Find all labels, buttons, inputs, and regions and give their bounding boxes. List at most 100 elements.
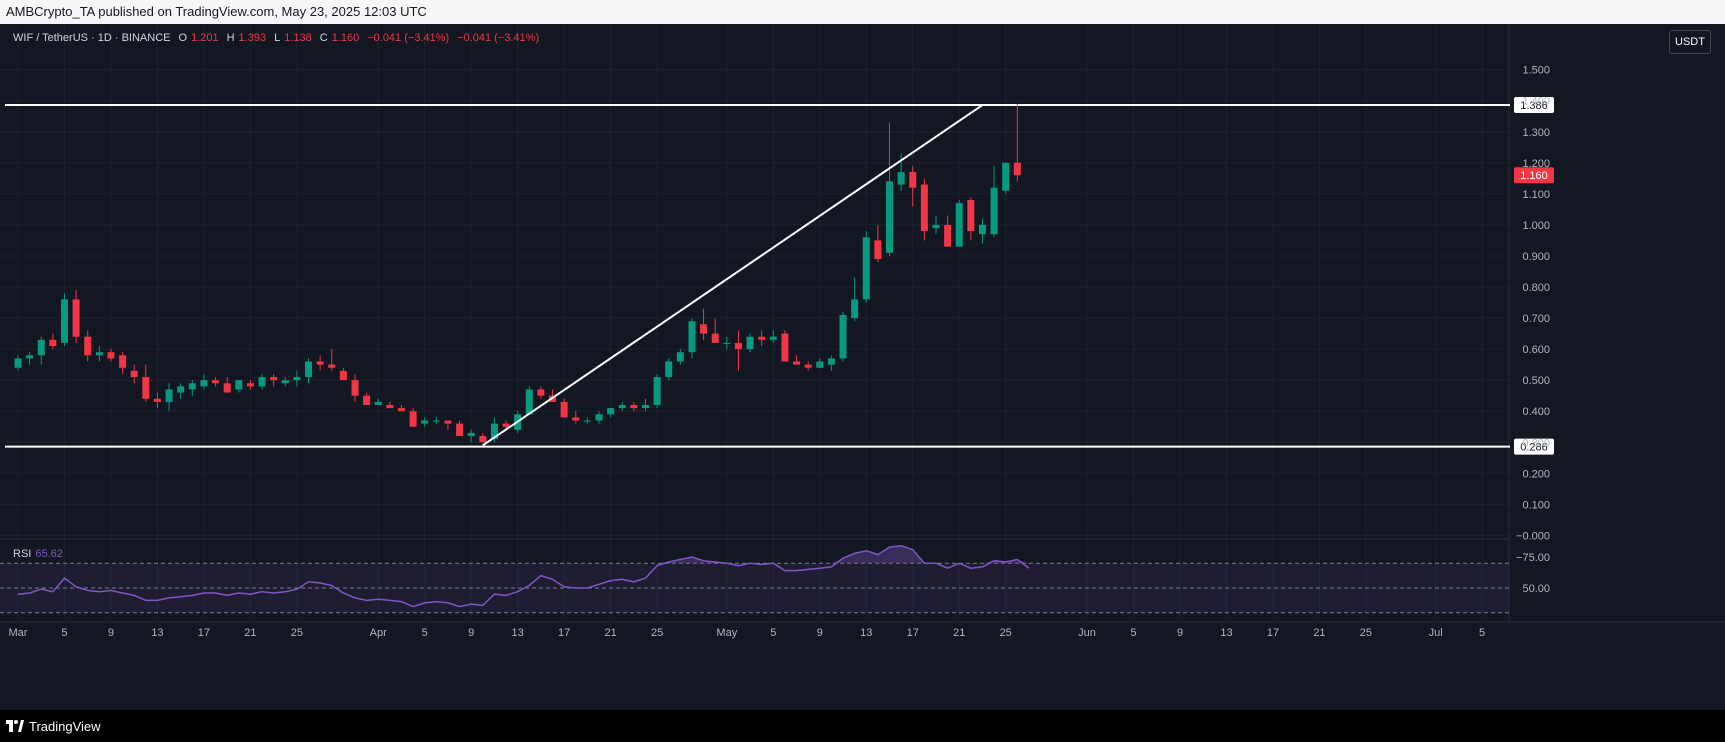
rsi-label[interactable]: RSI <box>13 548 32 560</box>
candle-up <box>769 336 777 340</box>
tradingview-brand[interactable]: TradingView <box>29 718 101 734</box>
rsi-band <box>0 563 1509 613</box>
time-tick-label: Jul <box>1429 627 1443 639</box>
change-value: −0.041 (−3.41%) <box>367 32 450 44</box>
candle-down <box>874 240 882 260</box>
time-tick-label: 13 <box>151 627 163 639</box>
candle-down <box>130 370 138 378</box>
time-tick-label: 5 <box>422 627 428 639</box>
currency-unit-button[interactable]: USDT <box>1669 30 1711 54</box>
candle-up <box>467 432 475 437</box>
candle-down <box>502 423 510 427</box>
published-banner: AMBCrypto_TA published on TradingView.co… <box>0 0 1725 24</box>
candle-down <box>72 299 80 337</box>
candle-up <box>978 224 986 235</box>
open-value: 1.201 <box>191 32 219 44</box>
price-tick-label: 1.100 <box>1522 189 1550 201</box>
candle-up <box>305 361 312 378</box>
candles-layer <box>14 103 1021 443</box>
tradingview-logo-icon[interactable] <box>6 720 24 732</box>
candle-up <box>897 172 905 185</box>
candle-up <box>839 314 847 359</box>
candle-up <box>618 404 626 409</box>
time-tick-label: 9 <box>108 627 114 639</box>
candle-down <box>456 423 464 437</box>
time-tick-label: 5 <box>770 627 776 639</box>
time-tick-label: 13 <box>860 627 872 639</box>
high-label: H <box>226 32 235 44</box>
time-tick-label: Jun <box>1078 627 1096 639</box>
candle-down <box>316 361 324 365</box>
chart-area[interactable]: 1.386 0.286 1.500 1.400 1.300 1.200 1.100 1.00… <box>0 24 1725 710</box>
close-value: 1.160 <box>331 32 360 44</box>
candle-down <box>804 364 812 368</box>
candle-up <box>95 352 103 356</box>
rsi-pane: −75.00 50.00 <box>0 545 1550 614</box>
rsi-line <box>17 545 1030 608</box>
price-tick-label: 0.500 <box>1522 375 1550 387</box>
symbol-name[interactable]: WIF / TetherUS · 1D · BINANCE <box>13 32 171 44</box>
time-tick-label: 21 <box>1313 627 1325 639</box>
rsi-tick-label: 50.00 <box>1522 583 1550 595</box>
price-tick-label: 0.800 <box>1522 282 1550 294</box>
candle-up <box>165 389 173 402</box>
candle-up <box>676 352 684 362</box>
time-tick-label: May <box>716 627 737 639</box>
low-label: L <box>274 32 281 44</box>
rsi-tick-label: −75.00 <box>1516 552 1550 564</box>
candle-up <box>281 380 289 384</box>
change-value-2: −0.041 (−3.41%) <box>457 32 540 44</box>
candle-down <box>246 383 254 387</box>
candle-down <box>909 172 917 188</box>
candle-down <box>351 380 359 396</box>
candle-up <box>932 224 940 229</box>
candle-down <box>270 377 278 381</box>
candle-up <box>583 420 591 422</box>
time-tick-label: 5 <box>1130 627 1136 639</box>
price-tick-label: 1.200 <box>1522 158 1550 170</box>
candle-down <box>967 200 975 232</box>
candle-down <box>119 355 127 368</box>
candle-up <box>665 361 673 378</box>
grid-layer <box>0 24 1725 623</box>
candle-down <box>444 420 452 424</box>
candle-up <box>862 237 870 300</box>
time-tick-label: 21 <box>604 627 616 639</box>
time-tick-label: 25 <box>291 627 303 639</box>
footer-bar: TradingView <box>0 710 1725 742</box>
candle-up <box>827 358 835 365</box>
candle-up <box>177 386 185 393</box>
open-label: O <box>178 32 188 44</box>
price-tick-label: 0.900 <box>1522 251 1550 263</box>
trendline <box>482 104 984 447</box>
time-tick-label: 5 <box>61 627 67 639</box>
price-tick-label: 0.100 <box>1522 499 1550 511</box>
price-chart[interactable]: 1.386 0.286 1.500 1.400 1.300 1.200 1.100 1.00… <box>0 24 1725 710</box>
time-tick-label: 13 <box>512 627 524 639</box>
candle-down <box>49 339 57 346</box>
candle-down <box>560 401 568 418</box>
time-tick-label: 17 <box>558 627 570 639</box>
time-tick-label: 25 <box>1360 627 1372 639</box>
price-tick-label: 1.400 <box>1522 96 1550 108</box>
price-tick-label: 0.400 <box>1522 406 1550 418</box>
candle-up <box>851 299 859 319</box>
candle-down <box>711 333 719 343</box>
time-axis: Mar 5 9 13 17 21 25 Apr 5 9 13 17 21 25 May 5 9 13 17 21 25 J… <box>9 627 1486 639</box>
candle-up <box>525 389 533 415</box>
time-tick-label: 13 <box>1220 627 1232 639</box>
candle-down <box>153 398 161 402</box>
candle-up <box>990 187 998 235</box>
time-tick-label: Mar <box>9 627 28 639</box>
candle-up <box>607 408 615 415</box>
last-price-tag <box>1514 167 1554 184</box>
rsi-value: 65.62 <box>35 548 63 560</box>
candle-up <box>26 355 34 359</box>
low-value: 1.138 <box>284 32 312 44</box>
time-tick-label: 21 <box>953 627 965 639</box>
candle-down <box>84 336 92 356</box>
candle-down <box>793 361 801 365</box>
close-label: C <box>319 32 328 44</box>
time-tick-label: 5 <box>1479 627 1485 639</box>
candle-down <box>328 364 336 368</box>
